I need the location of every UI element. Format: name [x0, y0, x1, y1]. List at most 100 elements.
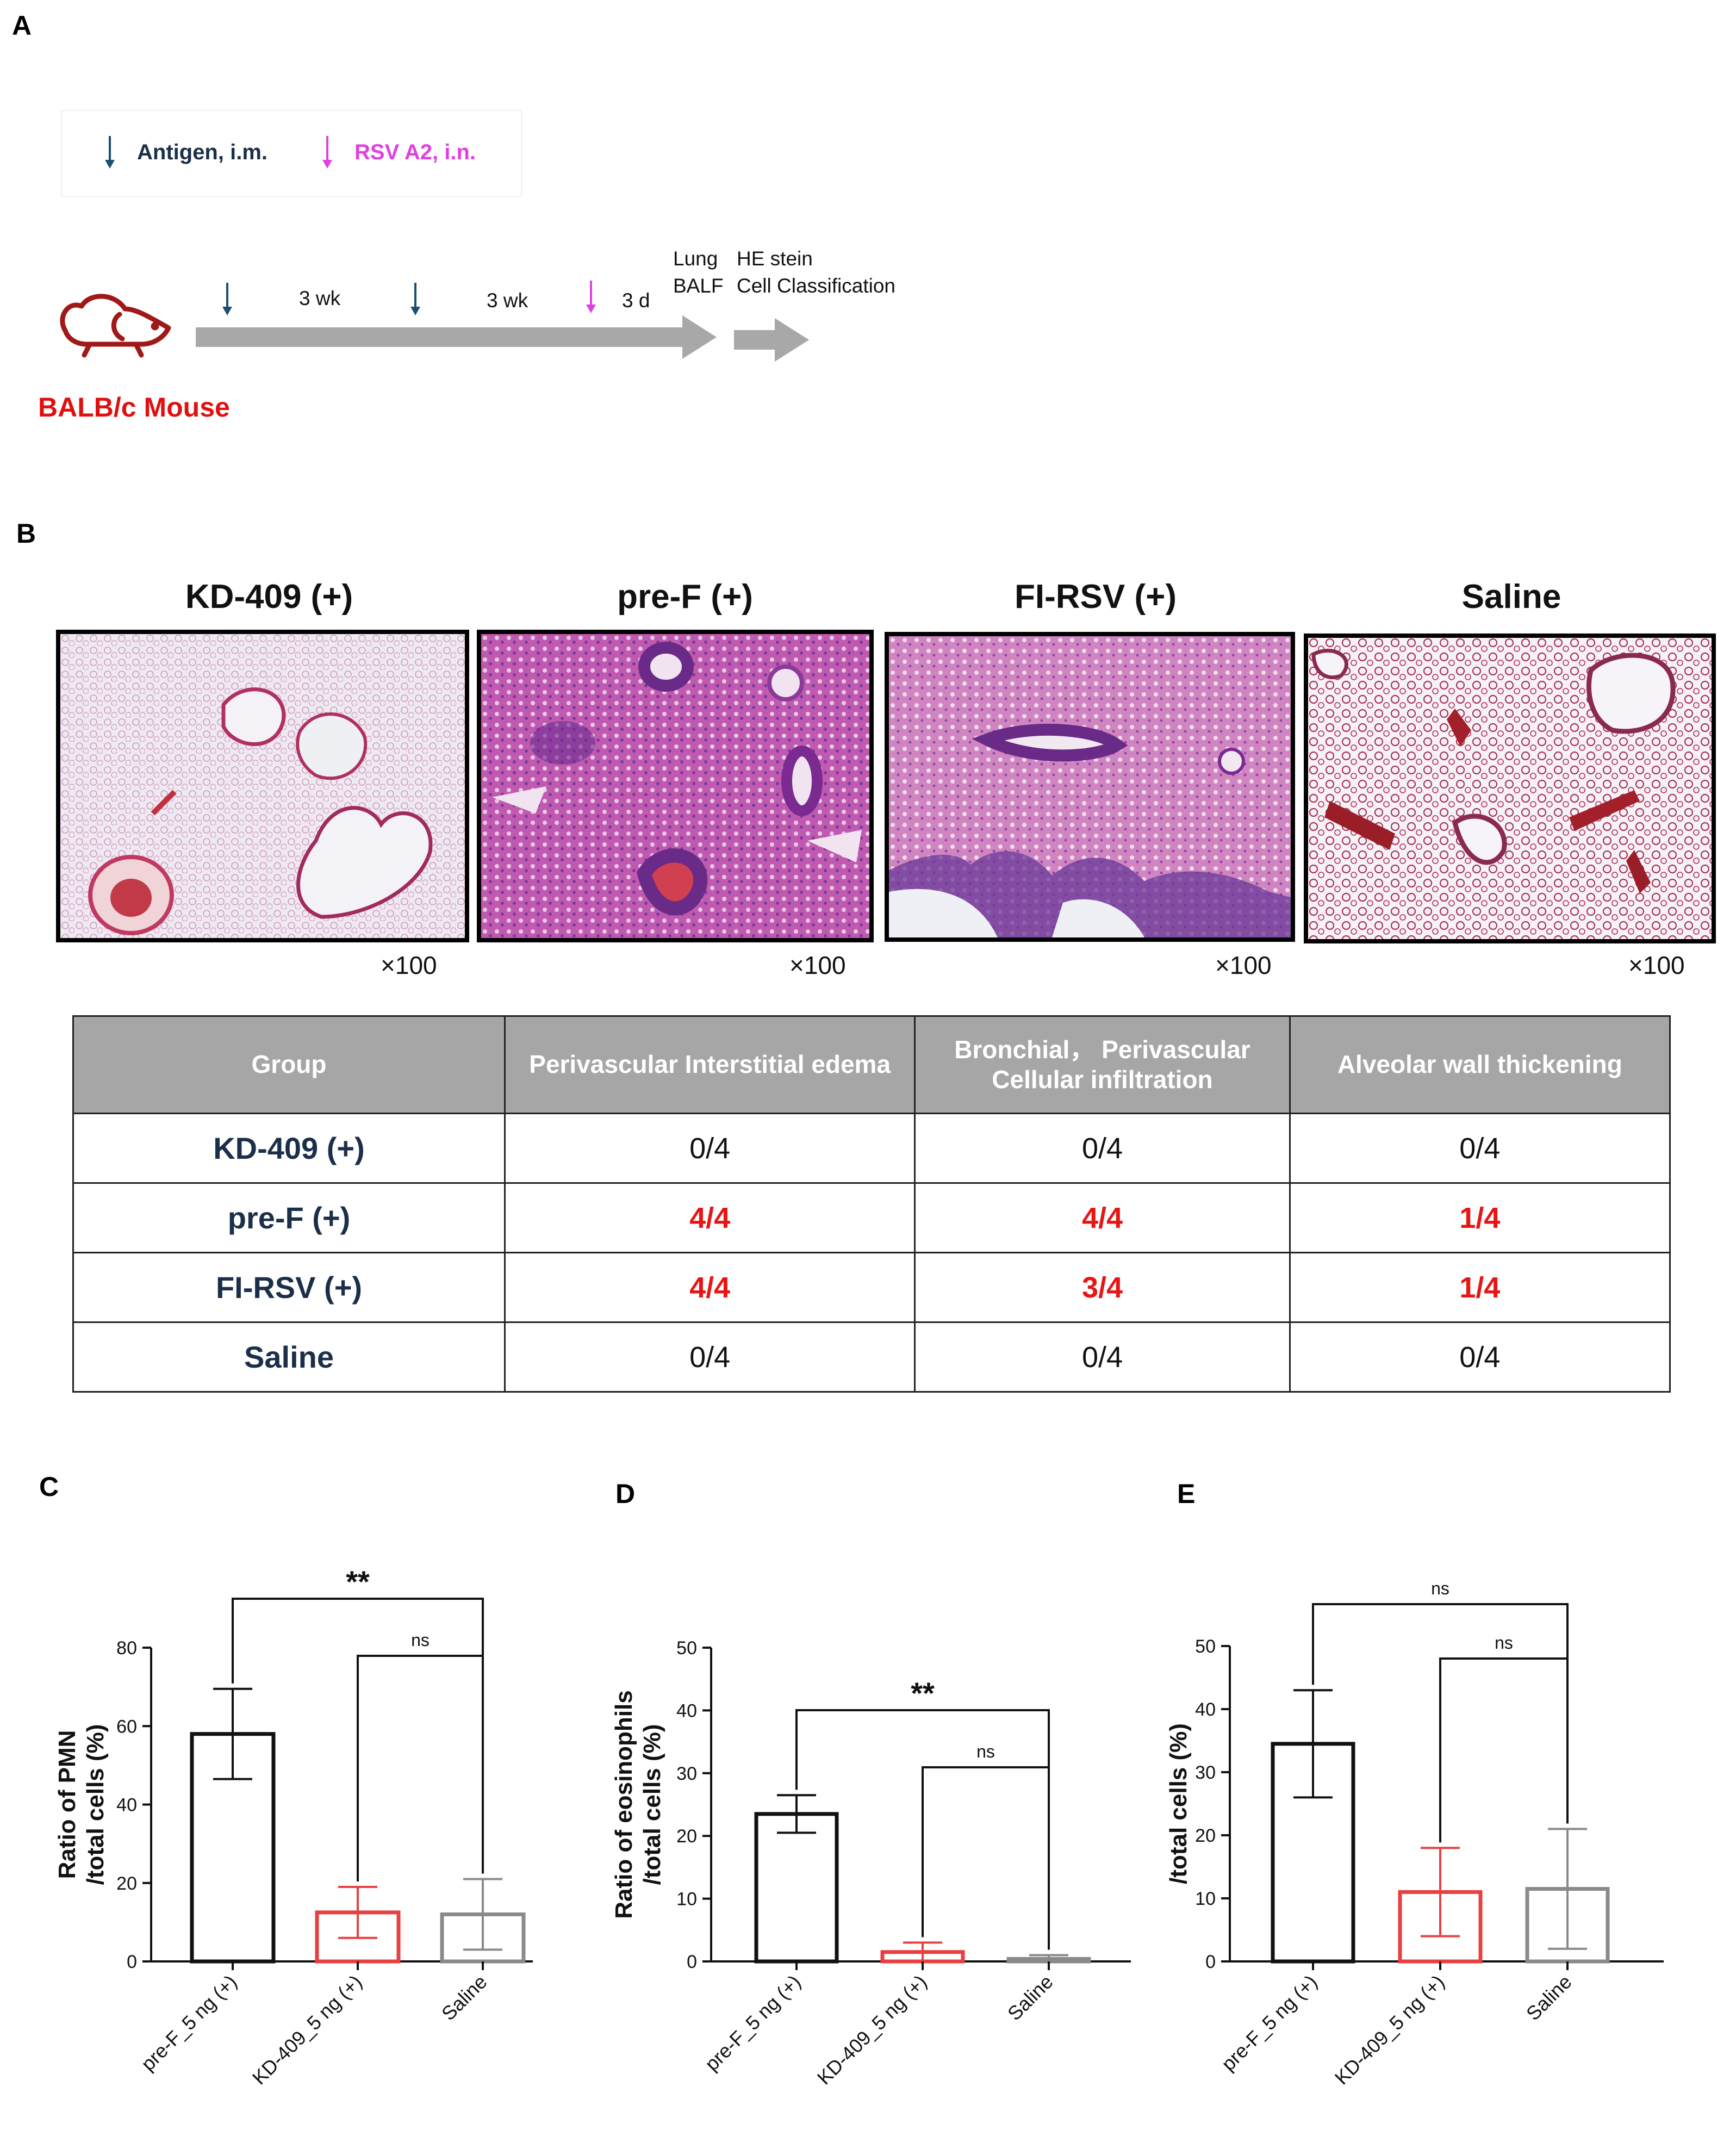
x-tick-label: Saline	[437, 1971, 491, 2025]
y-tick-label: 10	[676, 1889, 697, 1910]
micrograph-saline	[1304, 634, 1716, 943]
mouse-label: BALB/c Mouse	[38, 392, 230, 423]
header-edema: Perivascular Interstitial edema	[504, 1015, 916, 1114]
header-group: Group	[72, 1015, 506, 1114]
row-group: FI-RSV (+)	[72, 1252, 506, 1323]
y-tick-label: 30	[1195, 1762, 1216, 1783]
mag-kd409: ×100	[381, 951, 437, 979]
y-tick-label: 80	[116, 1638, 137, 1659]
interval-2: 3 wk	[487, 289, 528, 312]
y-tick-label: 50	[676, 1638, 697, 1659]
x-tick-label: pre-F_5 ng (+)	[136, 1971, 241, 2075]
significance-bracket	[357, 1655, 484, 1881]
micro-title-firsv: FI-RSV (+)	[1015, 578, 1177, 616]
table-row: KD-409 (+) 0/4 0/4 0/4	[72, 1113, 1671, 1184]
antigen-dose2-icon	[410, 283, 420, 315]
table-row: pre-F (+) 4/4 4/4 1/4	[72, 1182, 1671, 1253]
significance-label: ns	[1431, 1579, 1449, 1598]
header-thickening: Alveolar wall thickening	[1289, 1015, 1671, 1114]
mag-firsv: ×100	[1215, 951, 1272, 979]
chart-neutrophils: 0 10 20 30 40 50 Ratio of neutrophils/total ce…	[1163, 1579, 1664, 2089]
row-thickening: 1/4	[1289, 1252, 1671, 1323]
y-axis-label: Ratio of PMN/total cells (%)	[54, 1724, 109, 1885]
row-group: KD-409 (+)	[72, 1113, 506, 1184]
row-group: pre-F (+)	[72, 1182, 506, 1253]
micro-title-saline: Saline	[1461, 578, 1561, 616]
x-tick-label: pre-F_5 ng (+)	[1217, 1971, 1321, 2075]
y-axis-label-line: /total cells (%)	[82, 1724, 109, 1885]
y-tick-label: 30	[676, 1763, 697, 1784]
mag-pref: ×100	[789, 951, 846, 979]
x-tick-label: KD-409_5 ng (+)	[248, 1971, 366, 2089]
row-edema: 4/4	[504, 1182, 916, 1253]
significance-bracket	[922, 1766, 1050, 1950]
x-tick-label: KD-409_5 ng (+)	[1330, 1971, 1449, 2089]
y-axis-label-line: /total cells (%)	[639, 1724, 665, 1885]
legend-antigen: Antigen, i.m.	[137, 140, 267, 164]
table-row: Saline 0/4 0/4 0/4	[72, 1321, 1671, 1393]
table-header-row: Group Perivascular Interstitial edema Br…	[72, 1015, 1671, 1114]
timeline-arrow	[196, 315, 717, 359]
y-tick-label: 40	[116, 1795, 137, 1816]
x-tick-label: Saline	[1003, 1971, 1057, 2025]
panel-a-label: A	[12, 10, 32, 41]
bar	[754, 1812, 839, 1964]
panel-c-label: C	[39, 1471, 59, 1502]
interval-1: 3 wk	[299, 287, 341, 309]
chart-pmn: 0 20 40 60 80 Ratio of PMN/total cells (%) pre…	[54, 1564, 533, 2089]
mag-saline: ×100	[1628, 951, 1685, 979]
x-tick-label: KD-409_5 ng (+)	[813, 1971, 931, 2089]
y-axis-label-line: Ratio of eosinophils	[611, 1690, 637, 1918]
row-infiltration: 4/4	[914, 1182, 1291, 1253]
analysis-he: HE stein	[737, 247, 813, 270]
y-tick-label: 10	[1195, 1889, 1216, 1909]
y-tick-label: 50	[1195, 1636, 1216, 1657]
y-axis-label-line: Ratio of PMN	[54, 1730, 80, 1879]
y-axis-label: Ratio of neutrophils/total cells (%)	[1163, 1691, 1192, 1917]
row-thickening: 1/4	[1289, 1182, 1671, 1253]
row-infiltration: 3/4	[914, 1252, 1291, 1323]
rsv-challenge-icon	[586, 281, 596, 313]
header-infiltration: Bronchial， Perivascular Cellular infiltr…	[914, 1015, 1291, 1114]
histology-table: Group Perivascular Interstitial edema Br…	[72, 1015, 1671, 1393]
row-infiltration: 0/4	[914, 1321, 1291, 1393]
row-edema: 0/4	[504, 1321, 916, 1393]
legend-box	[61, 110, 522, 197]
mouse-icon	[60, 294, 171, 358]
x-tick-label: Saline	[1522, 1971, 1576, 2025]
x-tick-label: pre-F_5 ng (+)	[700, 1971, 805, 2075]
interval-3: 3 d	[622, 289, 650, 312]
significance-label: ns	[976, 1742, 995, 1761]
y-tick-label: 20	[116, 1873, 137, 1894]
significance-label: ns	[411, 1630, 430, 1650]
micro-title-kd409: KD-409 (+)	[185, 578, 353, 616]
y-axis-label: Ratio of eosinophils/total cells (%)	[611, 1690, 665, 1918]
row-group: Saline	[72, 1321, 506, 1393]
row-thickening: 0/4	[1289, 1113, 1671, 1184]
micrograph-kd409	[56, 630, 469, 942]
y-tick-label: 20	[1195, 1825, 1216, 1846]
row-thickening: 0/4	[1289, 1321, 1671, 1393]
micro-title-pref: pre-F (+)	[617, 578, 753, 616]
antigen-arrow-icon	[105, 136, 115, 169]
panel-e-label: E	[1177, 1479, 1196, 1509]
chart-eosinophils: 0 10 20 30 40 50 Ratio of eosinophils/total ce…	[611, 1638, 1131, 2089]
sample-lung: Lung	[673, 247, 718, 270]
micrograph-pref	[477, 630, 874, 942]
antigen-dose1-icon	[222, 283, 232, 315]
sample-balf: BALF	[673, 275, 724, 297]
y-axis-label-line: /total cells (%)	[1165, 1723, 1192, 1884]
row-edema: 0/4	[504, 1113, 916, 1184]
y-tick-label: 40	[1195, 1699, 1216, 1720]
table-row: FI-RSV (+) 4/4 3/4 1/4	[72, 1252, 1671, 1323]
y-tick-label: 0	[1205, 1952, 1216, 1972]
analysis-cells: Cell Classification	[737, 275, 895, 297]
y-tick-label: 0	[687, 1952, 697, 1972]
significance-label: **	[346, 1564, 370, 1599]
y-tick-label: 60	[116, 1716, 137, 1737]
y-tick-label: 0	[127, 1952, 137, 1972]
row-edema: 4/4	[504, 1252, 916, 1323]
panel-b-label: B	[16, 518, 36, 549]
significance-bracket	[1439, 1657, 1569, 1843]
y-tick-label: 20	[676, 1826, 697, 1847]
